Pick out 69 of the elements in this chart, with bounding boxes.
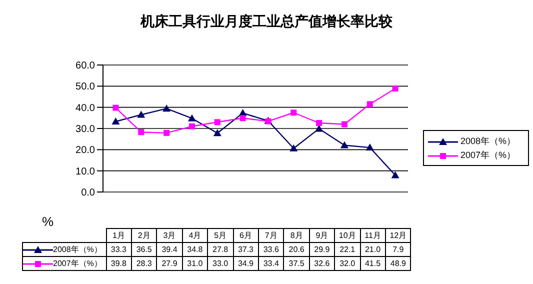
point xyxy=(290,110,297,116)
data-label: 33.0 xyxy=(208,256,234,270)
data-label: 20.6 xyxy=(284,242,310,256)
point xyxy=(240,115,246,122)
data-label: 27.9 xyxy=(156,256,182,270)
text: 2007年（%） xyxy=(53,259,102,268)
y-tick-label: 50.0 xyxy=(76,82,96,93)
point xyxy=(391,171,400,178)
x-tick-label: 7月 xyxy=(258,228,284,242)
data-label: 32.6 xyxy=(309,256,335,270)
data-label: 31.0 xyxy=(182,256,208,270)
data-label: 22.1 xyxy=(334,242,360,256)
point xyxy=(340,141,348,148)
point xyxy=(164,130,170,136)
point xyxy=(213,129,222,136)
point xyxy=(341,121,348,128)
point xyxy=(162,104,171,112)
legend-label: 2007年（%） xyxy=(460,150,516,160)
data-label: 33.6 xyxy=(258,242,284,256)
point xyxy=(188,123,195,130)
y-tick-label: 0.0 xyxy=(81,188,96,199)
data-label: 32.0 xyxy=(334,256,360,270)
data-label: 34.9 xyxy=(233,256,258,270)
y-tick-label: 30.0 xyxy=(76,124,96,136)
data-label: 21.0 xyxy=(360,242,386,256)
y-tick-label: 10.0 xyxy=(76,166,96,178)
point xyxy=(214,119,220,126)
data-label: 34.8 xyxy=(182,242,208,256)
data-label: 33.3 xyxy=(106,242,132,256)
point xyxy=(392,85,398,92)
point xyxy=(366,101,373,108)
x-tick-label: 10月 xyxy=(334,228,360,242)
x-tick-label: 6月 xyxy=(233,228,258,242)
chart-title: 机床工具行业月度工业总产值增长率比较 xyxy=(139,13,394,31)
point xyxy=(112,104,119,111)
data-label: 29.9 xyxy=(309,242,335,256)
x-tick-label: 4月 xyxy=(182,228,208,242)
point xyxy=(137,110,146,118)
data-label: 36.5 xyxy=(131,242,157,256)
data-label: 28.3 xyxy=(131,256,157,270)
data-label: 7.9 xyxy=(385,242,411,256)
x-tick-label: 12月 xyxy=(385,228,411,242)
data-label: 37.5 xyxy=(284,256,310,270)
data-label: 27.8 xyxy=(208,242,234,256)
point xyxy=(138,129,144,136)
x-tick-label: 11月 xyxy=(360,228,386,242)
point xyxy=(290,144,298,152)
y-axis-title: % xyxy=(42,214,54,229)
x-tick-label: 3月 xyxy=(156,228,182,242)
point xyxy=(188,114,196,122)
x-tick-label: 8月 xyxy=(284,228,310,242)
y-tick-label: 40.0 xyxy=(76,102,96,114)
x-tick-label: 9月 xyxy=(309,228,335,242)
data-label: 37.3 xyxy=(233,242,258,256)
y-tick-label: 60.0 xyxy=(76,60,96,72)
text: 2008年（%） xyxy=(53,245,102,254)
point xyxy=(366,144,374,151)
data-label: 39.8 xyxy=(106,256,132,270)
legend-label: 2008年（%） xyxy=(460,136,516,146)
x-tick-label: 1月 xyxy=(106,228,132,242)
point xyxy=(316,120,322,126)
y-tick-label: 20.0 xyxy=(76,145,96,156)
data-label: 48.9 xyxy=(385,256,411,270)
x-tick-label: 2月 xyxy=(131,228,157,242)
point xyxy=(112,118,120,125)
data-label: 33.4 xyxy=(258,256,284,270)
data-label: 41.5 xyxy=(360,256,386,270)
x-tick-label: 5月 xyxy=(208,228,234,242)
data-label: 39.4 xyxy=(156,242,182,256)
